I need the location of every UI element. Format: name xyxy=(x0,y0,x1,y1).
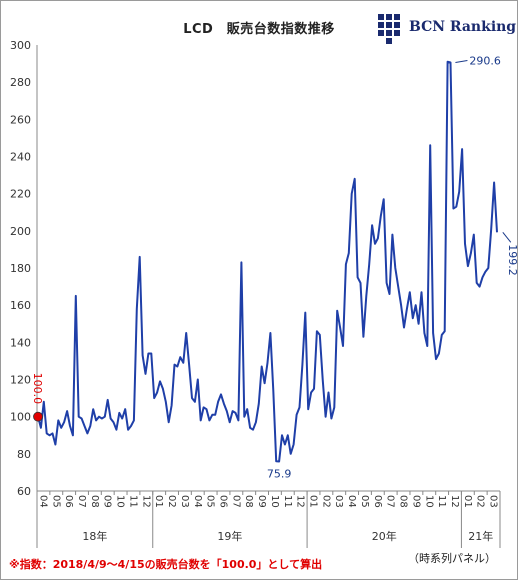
baseline-marker xyxy=(33,411,43,422)
x-month-label: 09 xyxy=(102,495,113,508)
annotation-label: 100.0 xyxy=(31,373,44,405)
annotation-leader xyxy=(455,59,468,63)
x-month-label: 05 xyxy=(50,495,61,508)
annotation-label: 199.2 xyxy=(506,244,518,276)
x-month-label: 07 xyxy=(76,495,87,508)
x-month-label: 06 xyxy=(217,495,228,508)
x-month-label: 02 xyxy=(320,495,331,508)
bcn-logo: BCN Ranking xyxy=(376,12,516,46)
x-month-label: 07 xyxy=(385,495,396,508)
x-month-label: 10 xyxy=(423,495,434,508)
y-tick-label: 220 xyxy=(10,188,31,201)
x-month-label: 01 xyxy=(153,495,164,508)
logo-text: BCN Ranking xyxy=(409,19,517,35)
series-line xyxy=(37,60,498,463)
x-month-label: 03 xyxy=(488,495,499,508)
x-month-label: 08 xyxy=(89,495,100,508)
x-year-label: 20年 xyxy=(372,529,397,543)
x-month-label: 04 xyxy=(37,495,48,508)
x-month-label: 03 xyxy=(179,495,190,508)
x-month-label: 07 xyxy=(230,495,241,508)
x-month-label: 04 xyxy=(346,495,357,508)
panel-note: （時系列パネル） xyxy=(408,552,496,565)
annotation-leader xyxy=(502,232,512,243)
x-month-label: 06 xyxy=(372,495,383,508)
x-month-label: 04 xyxy=(192,495,203,508)
x-month-label: 11 xyxy=(282,495,293,508)
logo-grid-icon xyxy=(378,14,400,44)
annotation-label: 290.6 xyxy=(469,54,501,67)
y-tick-label: 120 xyxy=(10,374,31,387)
x-month-label: 02 xyxy=(475,495,486,508)
x-month-label: 01 xyxy=(462,495,473,508)
x-month-label: 10 xyxy=(269,495,280,508)
x-month-label: 08 xyxy=(243,495,254,508)
x-month-label: 08 xyxy=(398,495,409,508)
x-month-label: 12 xyxy=(140,495,151,508)
x-month-label: 10 xyxy=(115,495,126,508)
y-tick-label: 240 xyxy=(10,151,31,164)
x-month-label: 12 xyxy=(449,495,460,508)
x-month-label: 09 xyxy=(256,495,267,508)
y-tick-label: 160 xyxy=(10,299,31,312)
y-tick-label: 140 xyxy=(10,336,31,349)
footnote: ※指数：2018/4/9～4/15の販売台数を「100.0」として算出 xyxy=(9,558,323,571)
x-month-label: 11 xyxy=(436,495,447,508)
y-tick-label: 80 xyxy=(17,448,31,461)
x-month-label: 02 xyxy=(166,495,177,508)
y-tick-label: 260 xyxy=(10,113,31,126)
x-month-label: 11 xyxy=(127,495,138,508)
y-tick-label: 100 xyxy=(10,411,31,424)
annotation-label: 75.9 xyxy=(267,467,292,480)
chart-title: LCD 販売台数指数推移 xyxy=(183,22,335,37)
x-year-label: 21年 xyxy=(468,529,493,543)
y-tick-label: 300 xyxy=(10,39,31,52)
y-tick-label: 200 xyxy=(10,225,31,238)
x-month-label: 12 xyxy=(295,495,306,508)
x-month-label: 03 xyxy=(333,495,344,508)
x-month-label: 05 xyxy=(205,495,216,508)
x-year-label: 18年 xyxy=(82,529,107,543)
x-month-label: 01 xyxy=(308,495,319,508)
x-year-label: 19年 xyxy=(217,529,242,543)
x-month-label: 05 xyxy=(359,495,370,508)
x-month-label: 09 xyxy=(410,495,421,508)
y-tick-label: 60 xyxy=(17,485,31,498)
x-month-label: 06 xyxy=(63,495,74,508)
y-tick-label: 180 xyxy=(10,262,31,275)
y-tick-label: 280 xyxy=(10,76,31,89)
